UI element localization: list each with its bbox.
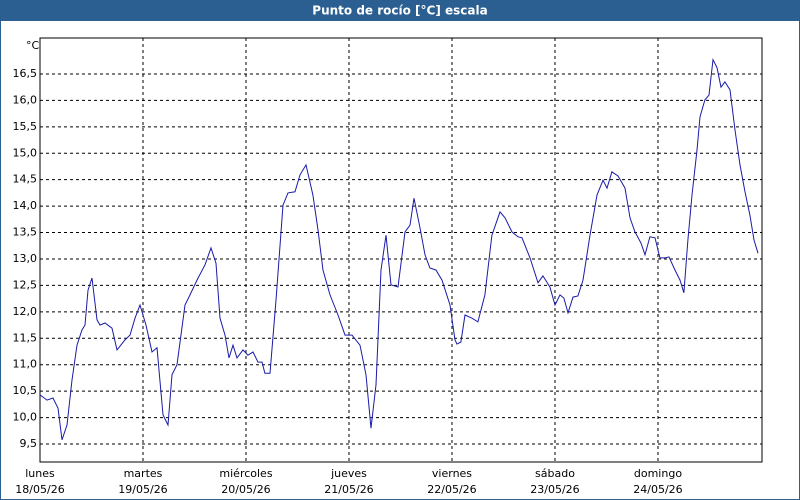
y-tick-label: 15,0 xyxy=(13,146,38,159)
x-tick-date: 20/05/26 xyxy=(221,483,270,496)
x-tick-label: domingo xyxy=(634,467,682,480)
x-tick-label: viernes xyxy=(432,467,472,480)
plot-border xyxy=(39,37,763,463)
y-tick-label: 13,0 xyxy=(13,252,38,265)
chart-title: Punto de rocío [°C] escala xyxy=(312,4,487,18)
x-tick-label: martes xyxy=(124,467,163,480)
y-tick-label: 15,5 xyxy=(13,120,38,133)
x-tick-date: 19/05/26 xyxy=(118,483,167,496)
x-tick-date: 22/05/26 xyxy=(427,483,476,496)
y-tick-label: 16,5 xyxy=(13,67,38,80)
y-unit: °C xyxy=(26,39,40,52)
x-tick-label: jueves xyxy=(330,467,367,480)
x-tick-label: sábado xyxy=(535,467,575,480)
y-tick-label: 9,5 xyxy=(20,437,38,450)
x-tick-label: miércoles xyxy=(219,467,272,480)
x-tick-label: lunes xyxy=(25,467,55,480)
x-tick-date: 24/05/26 xyxy=(633,483,682,496)
y-tick-label: 10,5 xyxy=(13,384,38,397)
y-tick-label: 11,5 xyxy=(13,331,38,344)
y-tick-label: 11,0 xyxy=(13,358,38,371)
y-tick-label: 10,0 xyxy=(13,411,38,424)
y-tick-label: 16,0 xyxy=(13,93,38,106)
x-tick-date: 23/05/26 xyxy=(530,483,579,496)
title-bar xyxy=(0,0,800,21)
y-tick-label: 14,0 xyxy=(13,199,38,212)
y-tick-label: 13,5 xyxy=(13,226,38,239)
x-tick-date: 18/05/26 xyxy=(15,483,64,496)
y-tick-label: 12,0 xyxy=(13,305,38,318)
data-line xyxy=(39,57,759,440)
x-tick-date: 21/05/26 xyxy=(324,483,373,496)
y-tick-label: 14,5 xyxy=(13,173,38,186)
y-tick-label: 12,5 xyxy=(13,278,38,291)
